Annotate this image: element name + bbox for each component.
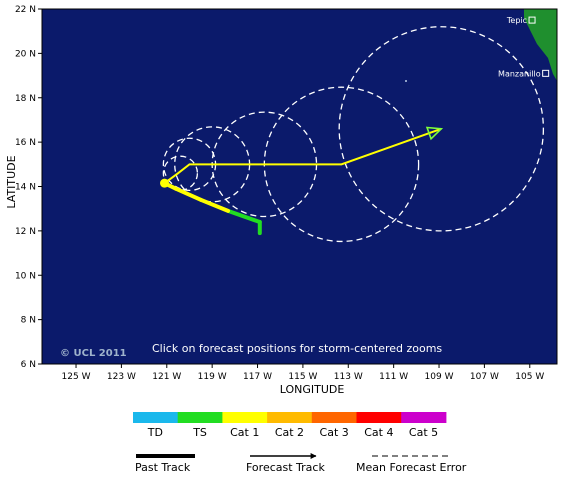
y-tick-label: 16 N [15, 138, 36, 148]
small-island-marker [405, 80, 407, 82]
city-marker [542, 69, 550, 77]
forecast-track-line [163, 127, 442, 184]
forecast-arrowhead [425, 126, 444, 141]
intensity-label: Cat 1 [230, 426, 259, 439]
past-track-segment [173, 186, 203, 202]
track-legend: Past Track Forecast Track Mean Forecast … [135, 453, 467, 474]
intensity-swatch [267, 412, 313, 423]
x-tick-label: 113 W [334, 372, 363, 382]
y-tick-label: 22 N [15, 5, 36, 15]
longitude-ticks: 125 W 123 W 121 W 119 W 117 W 115 W 113 W 111 W… [62, 364, 544, 382]
x-tick-label: 121 W [152, 372, 181, 382]
y-tick-label: 10 N [15, 271, 36, 281]
intensity-label: Cat 2 [275, 426, 304, 439]
mexico-coastline-landmass [524, 9, 557, 364]
forecast-error-circle [338, 26, 545, 232]
y-axis-title: LATITUDE [5, 155, 18, 208]
intensity-swatch [401, 412, 447, 423]
y-tick-label: 6 N [21, 360, 36, 370]
intensity-label: TD [147, 426, 163, 439]
city-label: Manzanillo [498, 69, 541, 78]
intensity-swatch [311, 412, 357, 423]
intensity-label: TS [192, 426, 207, 439]
y-tick-label: 18 N [15, 94, 36, 104]
intensity-legend: TD TS Cat 1 Cat 2 Cat 3 Cat 4 Cat 5 [133, 412, 447, 439]
intensity-swatch [222, 412, 268, 423]
city-markers: Tepic Manzanillo [498, 16, 550, 78]
x-tick-label: 123 W [107, 372, 136, 382]
latitude-ticks: 6 N 8 N 10 N 12 N 14 N 16 N 18 N 20 N 22 N [15, 5, 42, 370]
intensity-swatch [356, 412, 402, 423]
x-tick-label: 107 W [470, 372, 499, 382]
intensity-label: Cat 3 [320, 426, 349, 439]
mean-error-legend-label: Mean Forecast Error [356, 461, 467, 474]
x-tick-label: 119 W [198, 372, 227, 382]
storm-track-layer [160, 126, 444, 236]
x-tick-label: 125 W [62, 372, 91, 382]
x-tick-label: 105 W [515, 372, 544, 382]
copyright-text: © UCL 2011 [60, 348, 127, 359]
x-axis-title: LONGITUDE [280, 383, 345, 396]
ocean-background [42, 9, 557, 364]
storm-zoom-hint[interactable]: Click on forecast positions for storm-ce… [152, 342, 442, 355]
current-storm-position [160, 178, 170, 188]
y-tick-label: 14 N [15, 183, 36, 193]
forecast-track-legend-label: Forecast Track [246, 461, 325, 474]
intensity-swatch [177, 412, 223, 423]
city-label: Tepic [506, 16, 527, 25]
x-tick-label: 109 W [425, 372, 454, 382]
x-tick-label: 115 W [288, 372, 317, 382]
x-tick-label: 111 W [379, 372, 408, 382]
city-marker [528, 16, 536, 24]
y-tick-label: 20 N [15, 49, 36, 59]
y-tick-label: 8 N [21, 316, 36, 326]
intensity-label: Cat 5 [409, 426, 438, 439]
past-track-segment [198, 197, 231, 213]
intensity-label: Cat 4 [364, 426, 393, 439]
past-track-segment [226, 208, 262, 224]
past-track-legend-label: Past Track [135, 461, 191, 474]
intensity-swatch [133, 412, 179, 423]
x-tick-label: 117 W [243, 372, 272, 382]
forecast-error-circle [162, 155, 199, 191]
y-tick-label: 12 N [15, 227, 36, 237]
